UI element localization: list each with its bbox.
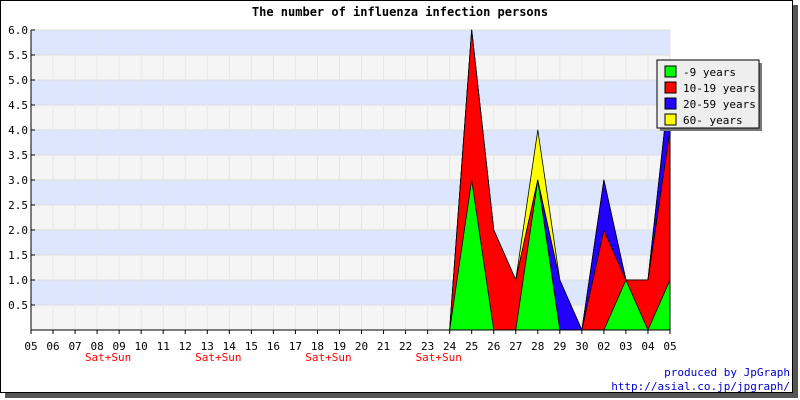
plot-band bbox=[31, 255, 670, 280]
plot-band bbox=[31, 30, 670, 55]
x-tick-label: 19 bbox=[333, 340, 346, 353]
y-tick-labels: 0.5 1.0 1.5 2.0 2.5 3.0 3.5 4.0 4.5 5.0 5.5 6.0 bbox=[8, 24, 28, 312]
x-tick-label: 05 bbox=[24, 340, 37, 353]
x-tick-label: 14 bbox=[223, 340, 237, 353]
chart-title: The number of influenza infection person… bbox=[252, 5, 548, 19]
x-tick-label: 05 bbox=[663, 340, 676, 353]
y-tick-label: 5.0 bbox=[8, 74, 28, 87]
axes bbox=[30, 29, 671, 334]
legend-label-3: 20-59 years bbox=[683, 98, 756, 111]
x-tick-labels: 05 06 07 08 09 10 11 12 13 14 15 16 17 18 19 20 21 22 23 24… bbox=[24, 340, 676, 364]
plot-band bbox=[31, 105, 670, 130]
plot-band bbox=[31, 280, 670, 305]
y-tick-label: 5.5 bbox=[8, 49, 28, 62]
legend-swatch-4 bbox=[664, 113, 677, 126]
plot-background-bands bbox=[31, 30, 670, 330]
weekend-label: Sat+Sun bbox=[415, 351, 461, 364]
x-tick-label: 06 bbox=[46, 340, 59, 353]
x-tick-label: 13 bbox=[201, 340, 214, 353]
y-tick-label: 2.0 bbox=[8, 224, 28, 237]
y-tick-label: 0.5 bbox=[8, 299, 28, 312]
x-tick-label: 07 bbox=[68, 340, 81, 353]
y-tick-label: 1.0 bbox=[8, 274, 28, 287]
grid-lines bbox=[31, 29, 671, 330]
y-tick-label: 2.5 bbox=[8, 199, 28, 212]
x-tick-label: 08 bbox=[90, 340, 103, 353]
y-tick-label: 3.5 bbox=[8, 149, 28, 162]
plot-band bbox=[31, 80, 670, 105]
footer-credit: produced by JpGraph bbox=[664, 366, 790, 379]
legend-label-2: 10-19 years bbox=[683, 82, 756, 95]
x-tick-label: 03 bbox=[619, 340, 632, 353]
weekend-label: Sat+Sun bbox=[305, 351, 351, 364]
footer-url: http://asial.co.jp/jpgraph/ bbox=[611, 380, 790, 393]
x-tick-label: 15 bbox=[245, 340, 258, 353]
x-tick-label: 24 bbox=[443, 340, 457, 353]
x-tick-label: 21 bbox=[377, 340, 390, 353]
x-tick-label: 04 bbox=[641, 340, 655, 353]
plot-band bbox=[31, 155, 670, 180]
y-tick-label: 1.5 bbox=[8, 249, 28, 262]
legend-swatch-1 bbox=[664, 65, 677, 78]
plot-band bbox=[31, 130, 670, 155]
legend-swatch-2 bbox=[664, 81, 677, 94]
x-tick-label: 28 bbox=[531, 340, 544, 353]
weekend-label: Sat+Sun bbox=[195, 351, 241, 364]
y-tick-label: 4.0 bbox=[8, 124, 28, 137]
legend: -9 years 10-19 years 20-59 years 60- years bbox=[656, 59, 762, 131]
x-tick-label: 29 bbox=[553, 340, 566, 353]
x-tick-label: 30 bbox=[575, 340, 588, 353]
x-tick-label: 09 bbox=[113, 340, 126, 353]
x-tick-label: 26 bbox=[487, 340, 500, 353]
x-tick-label: 16 bbox=[267, 340, 280, 353]
x-tick-label: 25 bbox=[465, 340, 478, 353]
x-tick-label: 12 bbox=[179, 340, 192, 353]
legend-swatch-3 bbox=[664, 97, 677, 110]
x-tick-label: 23 bbox=[421, 340, 434, 353]
y-tick-label: 4.5 bbox=[8, 99, 28, 112]
plot-band bbox=[31, 180, 670, 205]
y-tick-label: 6.0 bbox=[8, 24, 28, 37]
x-tick-label: 17 bbox=[289, 340, 302, 353]
x-tick-label: 10 bbox=[135, 340, 148, 353]
x-tick-label: 18 bbox=[311, 340, 324, 353]
x-tick-label: 02 bbox=[597, 340, 610, 353]
x-tick-label: 27 bbox=[509, 340, 522, 353]
plot-band bbox=[31, 230, 670, 255]
plot-band bbox=[31, 205, 670, 230]
legend-label-1: -9 years bbox=[683, 66, 736, 79]
weekend-label: Sat+Sun bbox=[85, 351, 131, 364]
x-tick-label: 22 bbox=[399, 340, 412, 353]
legend-label-4: 60- years bbox=[683, 114, 743, 127]
x-tick-label: 11 bbox=[157, 340, 170, 353]
plot-band bbox=[31, 55, 670, 80]
y-tick-label: 3.0 bbox=[8, 174, 28, 187]
x-tick-label: 20 bbox=[355, 340, 368, 353]
